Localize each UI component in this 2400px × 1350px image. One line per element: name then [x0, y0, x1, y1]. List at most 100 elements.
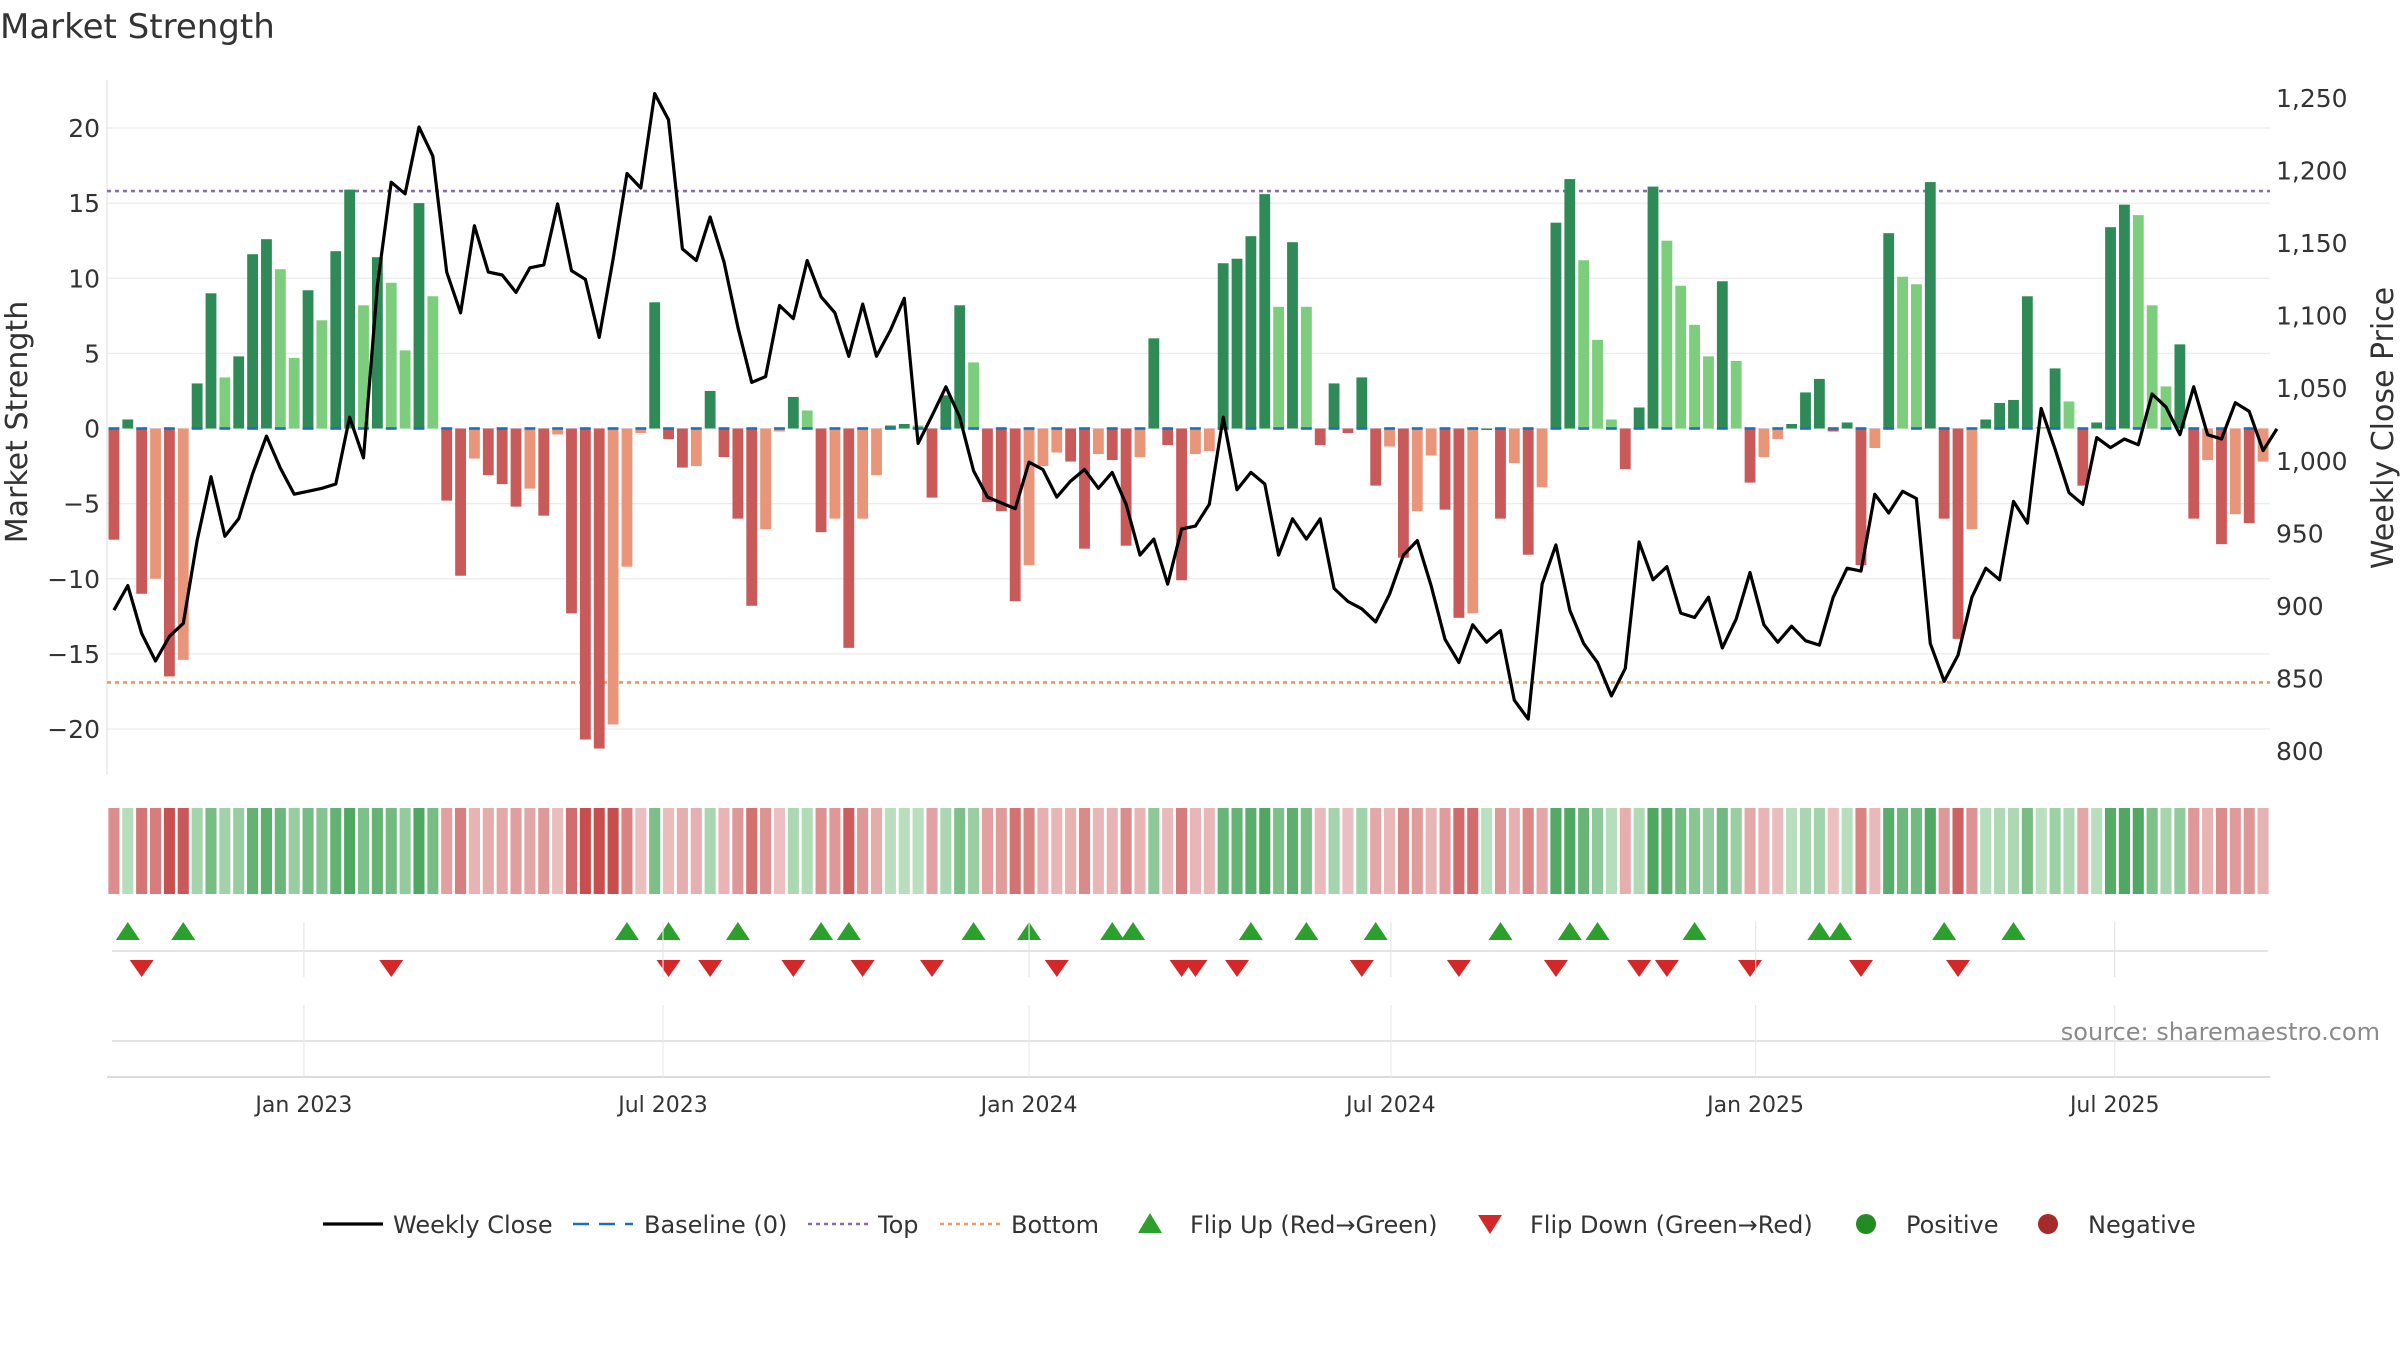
strength-bar — [1190, 428, 1201, 455]
heat-cell — [177, 808, 189, 894]
heat-cell — [607, 808, 619, 894]
strength-bar — [1661, 240, 1673, 429]
heat-cell — [676, 808, 688, 894]
strength-bar — [1051, 428, 1063, 453]
flip-down-marker — [1349, 960, 1374, 977]
heat-cell — [565, 808, 578, 894]
heat-cell — [1702, 808, 1714, 894]
legend-flip-up-swatch — [1138, 1213, 1162, 1233]
strength-bar — [1120, 428, 1132, 546]
strength-bar — [1009, 428, 1021, 602]
legend-flip-down-swatch — [1478, 1215, 1502, 1234]
heat-cell — [1356, 808, 1368, 894]
strength-bar — [2021, 296, 2033, 429]
strength-bar — [1758, 428, 1770, 458]
strength-bar — [1813, 378, 1825, 429]
strength-bar — [1647, 186, 1659, 429]
heat-cell — [1855, 808, 1867, 894]
strength-bar — [2105, 227, 2116, 429]
heat-cell — [912, 808, 924, 894]
strength-bar — [552, 428, 564, 435]
heat-cell — [1023, 808, 1035, 894]
strength-bar — [1273, 306, 1285, 429]
heat-cell — [843, 808, 855, 894]
strength-bar — [815, 428, 827, 533]
flip-up-marker — [2001, 922, 2026, 940]
heat-cell — [2229, 808, 2241, 894]
flip-down-marker — [1543, 960, 1568, 977]
heat-cell — [773, 808, 786, 894]
legend-positive: Positive — [1906, 1211, 1999, 1239]
strength-bar — [1092, 428, 1104, 455]
strength-bar — [302, 290, 314, 429]
right-tick-label: 1,050 — [2276, 374, 2348, 403]
strength-bar — [1564, 179, 1576, 429]
strength-bar — [330, 251, 342, 429]
heat-cell — [1328, 808, 1340, 894]
strength-bar — [510, 428, 522, 507]
heat-cell — [357, 808, 370, 894]
heat-cell — [801, 808, 813, 894]
flip-markers — [112, 922, 2268, 1042]
strength-bar — [316, 320, 328, 429]
strength-bar — [787, 396, 799, 429]
flip-down-marker — [1627, 960, 1652, 977]
strength-bar — [524, 428, 536, 489]
strength-bar — [233, 356, 245, 429]
strength-bar — [136, 428, 148, 594]
heat-cell — [2035, 808, 2047, 894]
date-axis: Jan 2023 Jul 2023 Jan 2024 Jul 2024 Jan 2025… — [107, 922, 2270, 1118]
right-tick-label: 1,000 — [2276, 447, 2348, 476]
strength-bar — [247, 254, 258, 429]
heat-cell — [219, 808, 231, 894]
strength-bar — [441, 428, 453, 501]
flip-up-marker — [836, 922, 861, 940]
strength-bar — [760, 428, 772, 530]
right-tick-label: 950 — [2276, 519, 2324, 548]
heat-cell — [1897, 808, 1909, 894]
heat-cell — [870, 808, 883, 894]
heat-cell — [995, 808, 1007, 894]
strength-heat-strip — [108, 808, 2269, 894]
strength-bar — [1439, 428, 1451, 510]
strength-bar — [2229, 428, 2241, 515]
strength-bar — [1994, 402, 2006, 429]
strength-bar — [274, 269, 286, 429]
strength-bar — [1425, 428, 1437, 456]
heat-cell — [663, 808, 675, 894]
strength-bar — [1841, 422, 1853, 429]
heat-cell — [1148, 808, 1160, 894]
strength-bar — [1231, 258, 1243, 429]
flip-up-marker — [656, 922, 681, 940]
strength-bar — [1481, 428, 1493, 430]
strength-bar — [427, 296, 439, 429]
heat-cell — [2188, 808, 2200, 894]
strength-bar — [2077, 428, 2089, 486]
strength-bar — [205, 293, 217, 429]
heat-cell — [1162, 808, 1174, 894]
legend-negative: Negative — [2088, 1211, 2196, 1239]
heat-cell — [1078, 808, 1091, 894]
heat-cell — [468, 808, 480, 894]
heat-cell — [2243, 808, 2255, 894]
flip-up-marker — [115, 922, 140, 940]
strength-bar — [718, 428, 730, 458]
heat-cell — [621, 808, 633, 894]
strength-bar — [191, 383, 203, 429]
strength-bar — [1911, 284, 1922, 429]
heat-cell — [579, 808, 591, 894]
legend-bottom: Bottom — [1011, 1211, 1099, 1239]
heat-cell — [2049, 808, 2061, 894]
heat-cell — [1952, 808, 1964, 894]
heat-cell — [413, 808, 425, 894]
heat-cell — [1689, 808, 1701, 894]
flip-up-marker — [1807, 922, 1832, 940]
heat-cell — [2021, 808, 2033, 894]
left-axis-label: Market Strength — [0, 301, 35, 543]
strength-bar — [1162, 428, 1174, 446]
heat-cell — [191, 808, 203, 894]
strength-bar — [1384, 428, 1395, 447]
heat-cell — [1273, 808, 1285, 894]
heat-cell — [1051, 808, 1063, 894]
heat-cell — [344, 808, 356, 894]
